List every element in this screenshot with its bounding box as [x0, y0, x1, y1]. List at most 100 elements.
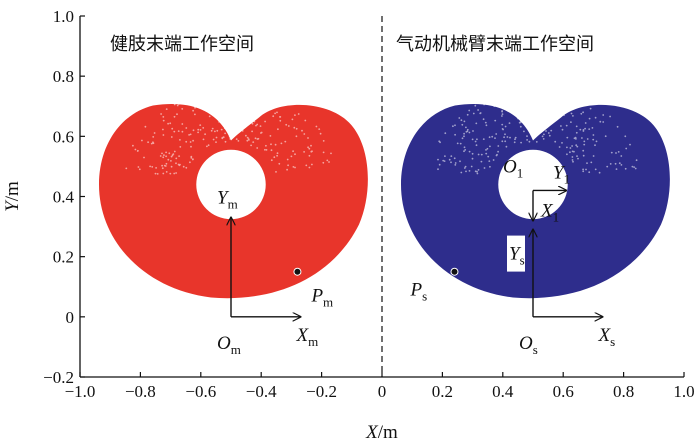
- texture-dot: [484, 121, 487, 124]
- texture-dot: [586, 138, 589, 140]
- texture-dot: [247, 110, 249, 112]
- texture-dot: [204, 133, 207, 136]
- texture-dot: [594, 116, 597, 119]
- texture-dot: [136, 150, 139, 152]
- texture-dot: [483, 167, 486, 169]
- texture-dot: [233, 127, 236, 130]
- texture-dot: [173, 115, 176, 118]
- texture-dot: [273, 102, 276, 104]
- texture-dot: [149, 165, 152, 168]
- texture-dot: [259, 125, 262, 127]
- texture-dot: [185, 127, 188, 129]
- texture-dot: [463, 167, 466, 169]
- y-tick-label: 0.2: [53, 248, 74, 267]
- texture-dot: [566, 146, 568, 149]
- texture-dot: [566, 136, 569, 139]
- texture-dot: [256, 123, 259, 126]
- texture-dot: [573, 137, 576, 140]
- texture-dot: [575, 138, 577, 140]
- texture-dot: [466, 128, 469, 131]
- texture-dot: [167, 122, 170, 125]
- texture-dot: [181, 108, 184, 110]
- texture-dot: [276, 152, 279, 155]
- texture-dot: [235, 138, 238, 141]
- texture-dot: [458, 117, 461, 119]
- texture-dot: [229, 138, 232, 140]
- texture-dot: [177, 103, 180, 105]
- panels-layer: 健肢末端工作空间 气动机械臂末端工作空间: [99, 34, 670, 317]
- texture-dot: [592, 155, 595, 157]
- texture-dot: [202, 127, 205, 129]
- texture-dot: [633, 166, 635, 169]
- texture-dot: [207, 144, 210, 147]
- texture-dot: [147, 141, 150, 144]
- texture-dot: [301, 129, 303, 132]
- texture-dot: [504, 133, 506, 136]
- texture-dot: [182, 165, 185, 168]
- texture-dot: [256, 90, 258, 93]
- texture-dot: [291, 118, 294, 121]
- texture-dot: [542, 124, 545, 127]
- texture-dot: [460, 171, 463, 174]
- p-label-1: Pm: [310, 286, 333, 310]
- y1-label: Y1: [553, 162, 570, 186]
- texture-dot: [138, 168, 141, 171]
- texture-dot: [488, 160, 491, 163]
- texture-dot: [624, 135, 627, 138]
- x-tick-label: 0.6: [553, 382, 574, 401]
- texture-dot: [322, 161, 325, 164]
- texture-dot: [609, 115, 611, 118]
- texture-dot: [625, 147, 628, 150]
- texture-dot: [474, 140, 477, 143]
- texture-dot: [503, 136, 505, 139]
- texture-dot: [468, 109, 471, 112]
- texture-dot: [217, 101, 220, 103]
- texture-dot: [486, 147, 489, 150]
- texture-dot: [576, 145, 579, 148]
- texture-dot: [297, 113, 300, 115]
- texture-dot: [270, 149, 273, 152]
- texture-dot: [482, 138, 485, 141]
- texture-dot: [173, 150, 176, 153]
- texture-dot: [286, 168, 288, 171]
- texture-dot: [176, 104, 179, 107]
- texture-dot: [575, 125, 578, 128]
- x-tick-label: −0.4: [246, 382, 277, 401]
- texture-dot: [161, 164, 164, 167]
- texture-dot: [465, 130, 468, 133]
- texture-dot: [190, 145, 192, 148]
- texture-dot: [577, 157, 579, 160]
- texture-dot: [178, 155, 181, 158]
- texture-dot: [179, 139, 181, 141]
- texture-dot: [161, 152, 163, 155]
- texture-dot: [571, 156, 574, 158]
- texture-dot: [468, 170, 471, 172]
- texture-dot: [241, 125, 244, 128]
- texture-dot: [152, 142, 155, 145]
- texture-dot: [181, 123, 184, 125]
- texture-dot: [470, 165, 473, 168]
- texture-dot: [513, 141, 516, 144]
- texture-dot: [474, 170, 477, 173]
- texture-dot: [482, 118, 485, 121]
- texture-dot: [251, 130, 254, 133]
- texture-dot: [322, 151, 325, 154]
- texture-dot: [454, 124, 456, 127]
- texture-dot: [270, 159, 273, 162]
- texture-dot: [604, 135, 607, 138]
- texture-dot: [465, 126, 467, 129]
- texture-dot: [250, 144, 253, 147]
- texture-dot: [216, 129, 219, 132]
- texture-dot: [442, 159, 445, 162]
- texture-dot: [173, 103, 176, 106]
- texture-dot: [270, 143, 272, 146]
- texture-dot: [160, 113, 163, 115]
- texture-dot: [508, 97, 510, 100]
- texture-dot: [224, 140, 227, 143]
- x-tick-label: −1.0: [65, 382, 96, 401]
- texture-dot: [443, 160, 446, 163]
- texture-dot: [468, 150, 471, 153]
- texture-dot: [150, 142, 153, 145]
- texture-dot: [541, 135, 544, 138]
- texture-dot: [277, 128, 279, 131]
